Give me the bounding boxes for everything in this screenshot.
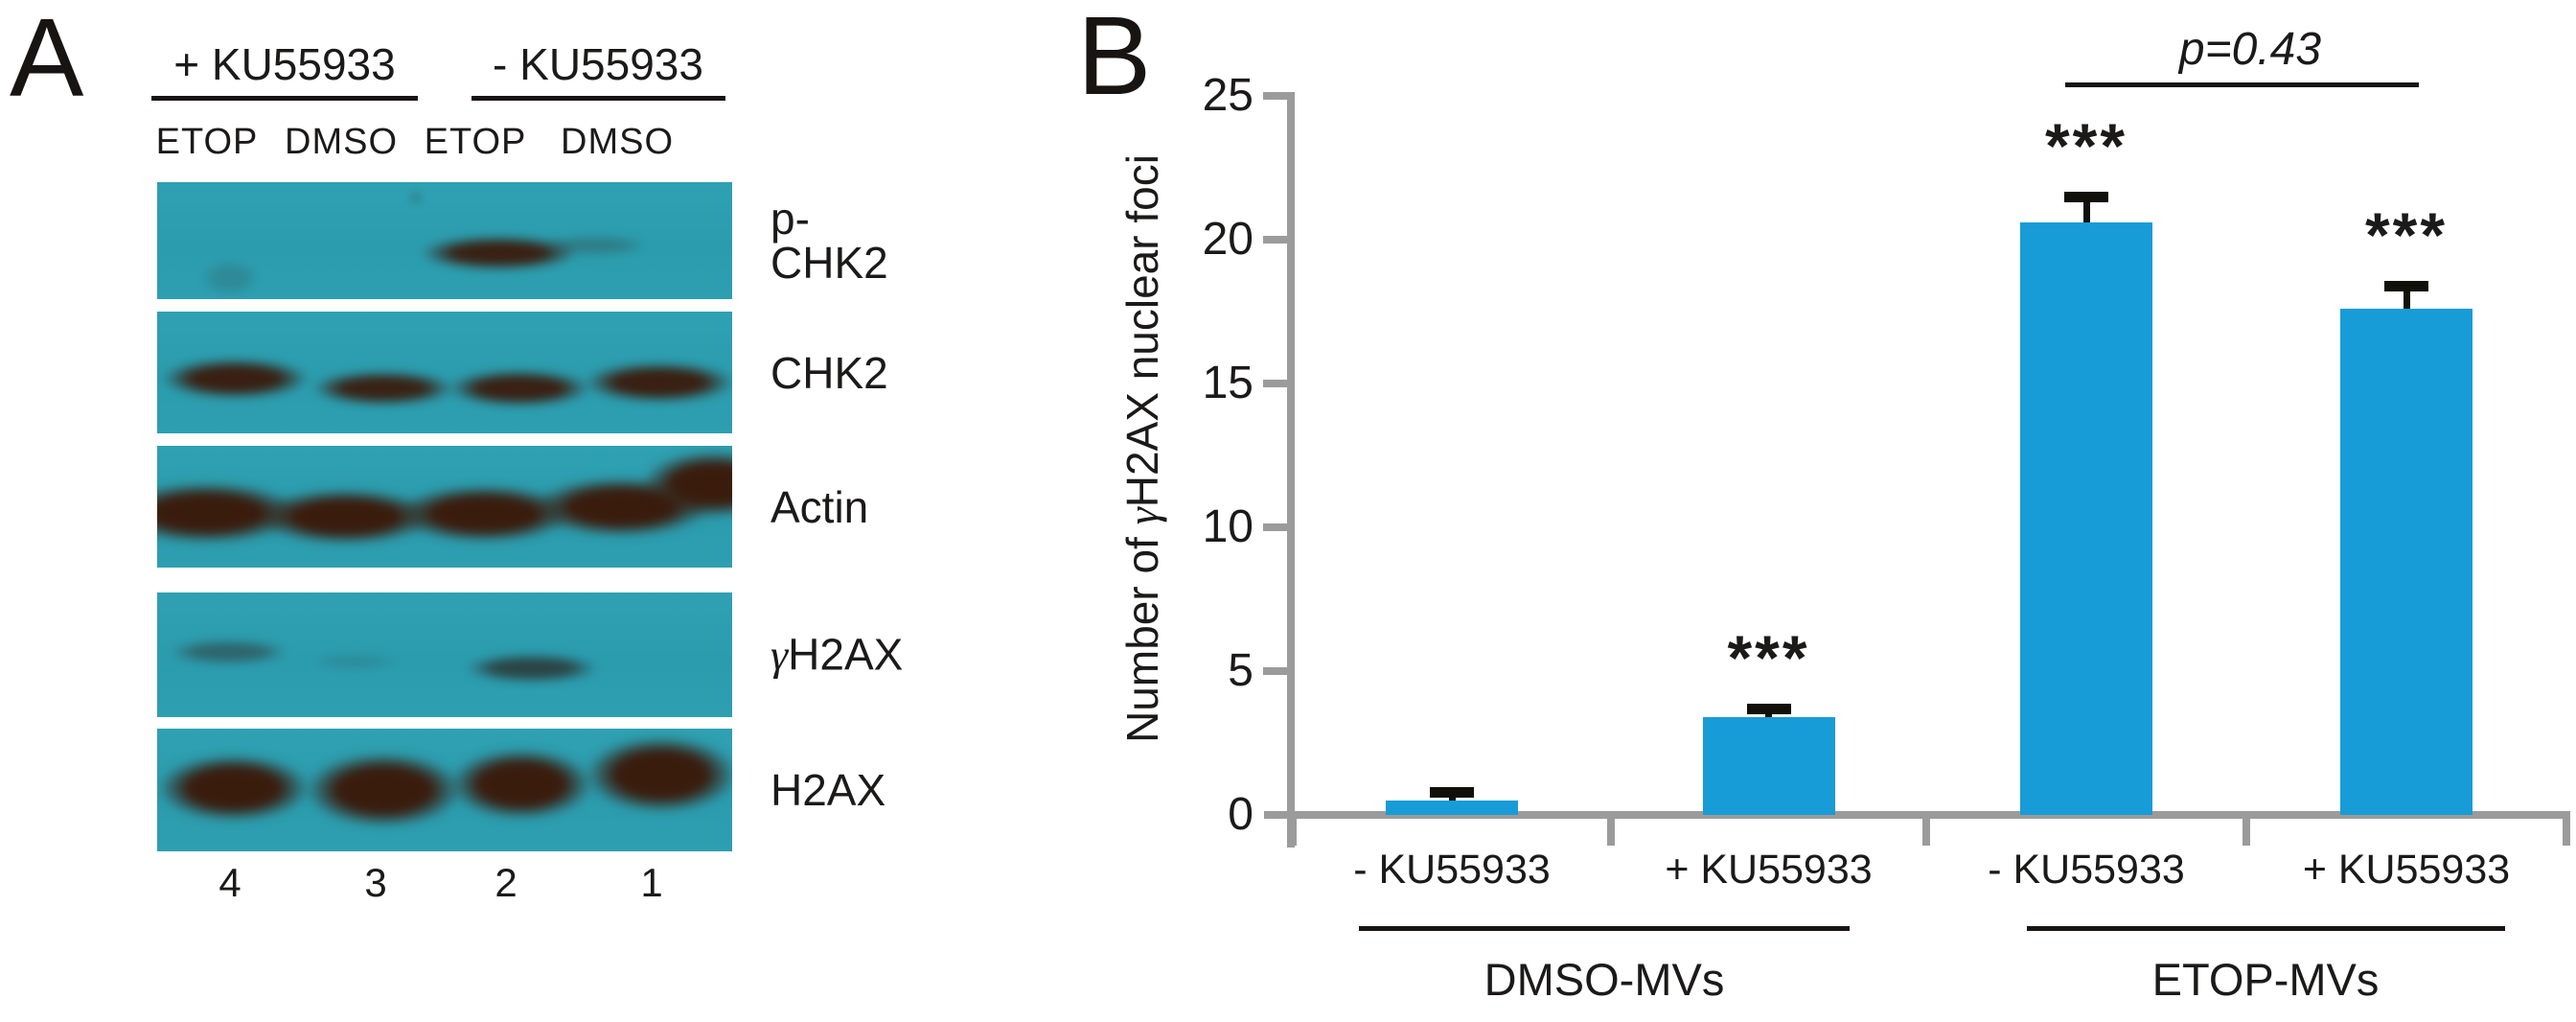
y-tick-label: 0 <box>1228 789 1254 840</box>
significance-stars: *** <box>1727 622 1810 693</box>
error-bar-cap <box>1430 787 1474 798</box>
protein-band <box>419 236 578 270</box>
error-bar-stem <box>2082 197 2090 222</box>
blot-label-Actin: Actin <box>770 481 869 532</box>
x-tick <box>1607 819 1615 846</box>
bar-3 <box>2020 222 2152 815</box>
gamma-glyph: γ <box>1118 507 1167 525</box>
blot-label-H2AX: H2AX <box>770 765 886 815</box>
treatment-group-header-minus-ku: - KU55933 <box>493 39 703 89</box>
panel-a-label: A <box>10 0 84 120</box>
protein-band <box>584 362 732 403</box>
y-axis-line <box>1287 92 1295 848</box>
protein-band <box>304 753 463 827</box>
y-tick-label: 15 <box>1202 358 1254 408</box>
y-tick-label: 25 <box>1202 70 1254 121</box>
x-tick <box>2563 819 2570 846</box>
lane-header-dmso-1: DMSO <box>285 122 398 162</box>
x-axis-line <box>1264 811 2570 819</box>
gamma-glyph: γ <box>770 630 789 680</box>
blot-membrane-H2AX <box>157 592 732 717</box>
x-category-label: + KU55933 <box>2302 847 2511 893</box>
y-tick <box>1263 92 1288 100</box>
protein-band <box>160 359 310 399</box>
protein-band <box>201 261 259 295</box>
lane-header-etop-2: ETOP <box>424 122 527 162</box>
protein-band <box>309 654 401 669</box>
protein-band <box>465 654 599 683</box>
y-tick <box>1263 380 1288 387</box>
protein-band <box>311 371 455 406</box>
group-underline-minus-ku <box>472 96 725 101</box>
error-bar-cap <box>2384 281 2428 291</box>
significance-stars: *** <box>2044 110 2128 181</box>
group-underline-etop-mvs <box>2027 926 2505 931</box>
lane-number-2: 2 <box>494 860 518 905</box>
x-tick <box>1289 819 1297 846</box>
treatment-group-header-plus-ku: + KU55933 <box>173 39 396 89</box>
x-category-label: - KU55933 <box>1353 847 1551 893</box>
lane-header-dmso-2: DMSO <box>561 122 674 162</box>
blot-label-CHK2: CHK2 <box>770 347 888 398</box>
panel-b-label: B <box>1077 0 1152 118</box>
protein-band <box>412 192 420 203</box>
group-label-etop-mvs: ETOP-MVs <box>2151 954 2380 1005</box>
p-value-bracket-line <box>2065 82 2419 87</box>
protein-band <box>448 370 591 406</box>
y-tick <box>1263 523 1288 531</box>
protein-band <box>585 736 732 813</box>
y-tick <box>1263 667 1288 675</box>
y-tick-label: 5 <box>1228 645 1254 696</box>
group-label-dmso-mvs: DMSO-MVs <box>1484 954 1725 1005</box>
y-axis-title: Number of γH2AX nuclear foci <box>1117 154 1167 743</box>
group-underline-dmso-mvs <box>1359 926 1850 931</box>
blot-membrane-pCHK2 <box>157 182 732 299</box>
error-bar-cap <box>2064 192 2108 202</box>
blot-membrane-CHK2 <box>157 312 732 433</box>
bar-1 <box>1386 801 1518 815</box>
lane-header-etop-1: ETOP <box>155 122 259 162</box>
error-bar-stem <box>2403 286 2410 309</box>
bar-2 <box>1702 717 1835 815</box>
blot-label-pCHK2: p-CHK2 <box>770 194 888 288</box>
x-tick <box>1922 819 1930 846</box>
y-tick <box>1263 236 1288 244</box>
x-tick <box>2242 819 2250 846</box>
blot-membrane-H2AX <box>157 729 732 851</box>
protein-band <box>157 755 310 822</box>
x-category-label: + KU55933 <box>1665 847 1873 893</box>
error-bar-cap <box>1746 704 1791 714</box>
protein-band <box>538 236 649 255</box>
y-tick-label: 20 <box>1202 214 1254 265</box>
protein-band <box>449 749 593 820</box>
significance-stars: *** <box>2364 199 2449 270</box>
blot-membrane-Actin <box>157 446 732 568</box>
p-value-label: p=0.43 <box>2178 24 2322 75</box>
protein-band <box>168 639 288 664</box>
y-tick-label: 10 <box>1202 501 1254 552</box>
lane-number-1: 1 <box>640 860 663 905</box>
blot-label-H2AX: γH2AX <box>770 629 904 680</box>
lane-number-4: 4 <box>218 860 242 905</box>
group-underline-plus-ku <box>151 96 418 101</box>
x-category-label: - KU55933 <box>1988 847 2185 893</box>
lane-number-3: 3 <box>364 860 387 905</box>
bar-4 <box>2340 309 2472 815</box>
